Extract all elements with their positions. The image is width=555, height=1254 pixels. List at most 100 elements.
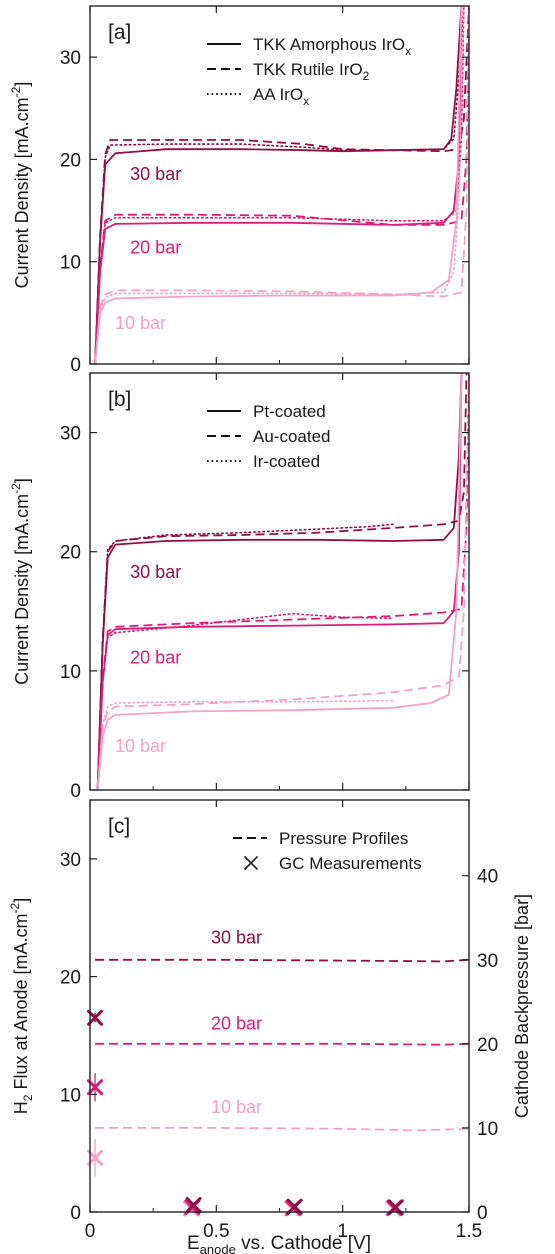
legend-label-part: x — [303, 94, 309, 108]
y-axis-label-part: -2 — [9, 86, 23, 97]
legend-label: TKK Rutile IrO2 — [253, 60, 370, 83]
y-axis-label: Current Density [mA.cm-2] — [9, 82, 32, 289]
series-group — [95, 958, 469, 1132]
y-axis-label-part: ] — [12, 478, 32, 483]
y-axis-label-group: H2 Flux at Anode [mA.cm-2] — [8, 898, 35, 1114]
gc-measurement-point — [286, 1198, 303, 1215]
panel-b: 0 10 20 30 Current Density [mA.cm-2] [b] Pt-co… — [9, 372, 470, 802]
y2-tick-label: 30 — [477, 951, 498, 972]
y-axis-label: Current Density [mA.cm-2] — [9, 478, 32, 685]
series-line-mid-dotted — [96, 612, 394, 790]
y-axis-label-part: 2 — [21, 1094, 35, 1101]
y-axis-label-part: Flux at Anode [mA.cm — [11, 913, 31, 1094]
legend-label-part: Pt-coated — [253, 402, 326, 421]
panel-label: [a] — [108, 21, 131, 44]
y2-tick-label: 20 — [477, 1035, 498, 1056]
y-axis-label: H2 Flux at Anode [mA.cm-2] — [8, 898, 35, 1114]
legend-label: Pt-coated — [253, 402, 326, 421]
pressure-label: 30 bar — [130, 164, 181, 184]
cross-marker — [87, 1009, 104, 1026]
y-tick-label: 30 — [60, 48, 81, 69]
y2-tick-label: 0 — [477, 1203, 488, 1224]
y-tick-label: 20 — [60, 150, 81, 171]
y-axis-label-part: -2 — [9, 483, 23, 494]
legend-label: TKK Amorphous IrOx — [253, 35, 411, 58]
legend-label: Au-coated — [253, 427, 331, 446]
x-tick-label: 0.5 — [203, 1221, 229, 1242]
legend-label-part: Ir-coated — [253, 452, 320, 471]
series-line-light-dashed — [95, 1127, 469, 1132]
series-line-dark-dotted — [94, 6, 465, 364]
panel-a: 0 10 20 30 Current Density [mA.cm-2] [a] TKK A… — [9, 5, 470, 376]
legend-label-part: 2 — [363, 69, 370, 83]
series-group — [96, 373, 469, 790]
pressure-label: 10 bar — [211, 1097, 262, 1117]
y2-tick-label: 10 — [477, 1119, 498, 1140]
cross-marker — [87, 1149, 104, 1166]
series-line-light-dashed — [94, 6, 469, 364]
series-line-dark-dashed — [95, 958, 469, 963]
y2-axis-label: Cathode Backpressure [bar] — [512, 894, 532, 1118]
y-axis-label-group: Current Density [mA.cm-2] — [9, 82, 32, 289]
series-group — [94, 6, 469, 364]
y-tick-label: 30 — [60, 850, 81, 871]
legend-label: Ir-coated — [253, 452, 320, 471]
y-axis-label-part: ] — [11, 898, 31, 903]
x-tick-label: 0 — [85, 1221, 96, 1242]
x-axis-label: Eanode vs. Cathode [V] — [187, 1233, 371, 1254]
y-axis-label-part: Current Density [mA.cm — [12, 97, 32, 288]
legend: Pt-coated Au-coated Ir-coated — [207, 402, 331, 471]
y-tick-label: 0 — [70, 781, 81, 802]
legend-label: AA IrOx — [253, 85, 309, 108]
y2-tick-label: 40 — [477, 867, 498, 888]
cross-marker — [185, 1196, 202, 1213]
legend-label: Pressure Profiles — [279, 829, 408, 848]
legend-label-part: Au-coated — [253, 427, 331, 446]
y-axis-label-group: Current Density [mA.cm-2] — [9, 478, 32, 685]
legend-label-part: GC Measurements — [279, 854, 422, 873]
panel-label: [b] — [108, 388, 131, 411]
y-tick-label: 20 — [60, 543, 81, 564]
series-line-light-dotted — [96, 699, 394, 790]
legend-label-part: Pressure Profiles — [279, 829, 408, 848]
y-tick-label: 30 — [60, 424, 81, 445]
legend-label-part: TKK Amorphous IrO — [253, 35, 405, 54]
y-tick-label: 0 — [70, 1203, 81, 1224]
gc-measurement-point — [87, 1073, 104, 1102]
gc-measurement-point — [87, 1009, 104, 1026]
legend-label-part: TKK Rutile IrO — [253, 60, 363, 79]
y-axis-label-part: -2 — [8, 902, 22, 913]
y-tick-label: 20 — [60, 968, 81, 989]
pressure-label: 20 bar — [211, 1014, 262, 1034]
series-line-light-dashed — [96, 373, 469, 790]
legend-label: GC Measurements — [279, 854, 422, 873]
y-tick-label: 10 — [60, 253, 81, 274]
legend-cross-swatch — [243, 855, 259, 871]
series-line-light-solid — [96, 373, 463, 790]
x-axis-label-part: vs. Cathode [V] — [236, 1233, 371, 1254]
pressure-label: 10 bar — [115, 736, 166, 756]
y-axis-label-part: ] — [12, 82, 32, 87]
series-line-light-solid — [94, 6, 463, 364]
x-tick-label: 1.5 — [456, 1221, 482, 1242]
y-axis-label-part: Current Density [mA.cm — [12, 494, 32, 685]
pressure-label: 30 bar — [211, 928, 262, 948]
cross-marker — [286, 1198, 303, 1215]
gc-measurement-point — [185, 1196, 202, 1213]
pressure-label: 20 bar — [130, 648, 181, 668]
legend-label-part: AA IrO — [253, 85, 303, 104]
pressure-label: 30 bar — [130, 562, 181, 582]
series-line-mid-dashed — [95, 1042, 469, 1046]
y-axis-label-part: H — [11, 1101, 31, 1114]
legend-label-part: x — [405, 44, 411, 58]
x-axis-label-part: E — [187, 1233, 200, 1254]
legend: Pressure Profiles GC Measurements — [233, 829, 422, 873]
cross-marker — [87, 1079, 104, 1096]
y-tick-label: 10 — [60, 1085, 81, 1106]
x-tick-label: 1 — [337, 1221, 348, 1242]
pressure-label: 20 bar — [130, 238, 181, 258]
panel-label: [c] — [108, 815, 130, 838]
